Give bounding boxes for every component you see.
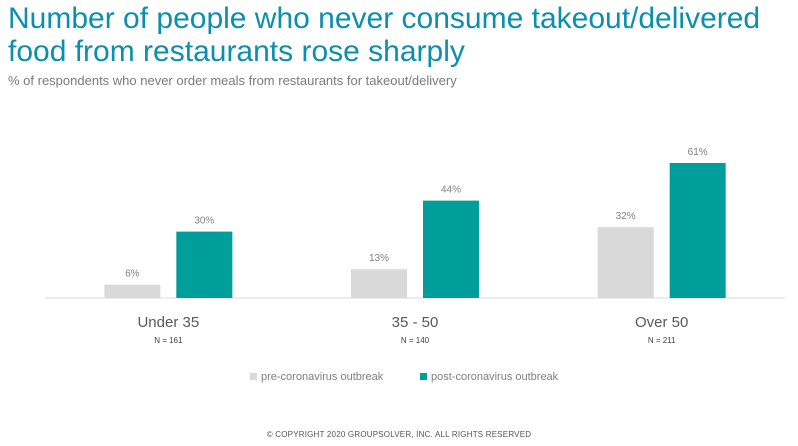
- bar-post-2: [669, 163, 726, 298]
- sample-size-label-0: N = 161: [154, 336, 183, 345]
- data-label-post-1: 44%: [441, 185, 461, 196]
- chart-title: Number of people who never consume takeo…: [8, 2, 761, 68]
- bar-pre-2: [597, 227, 654, 298]
- legend-label-post: post-coronavirus outbreak: [431, 371, 559, 383]
- bar-pre-1: [351, 269, 407, 298]
- data-label-post-2: 61%: [688, 147, 708, 158]
- bar-post-1: [423, 200, 479, 298]
- data-label-pre-0: 6%: [125, 269, 140, 280]
- chart-subtitle: % of respondents who never order meals f…: [8, 73, 457, 88]
- data-label-pre-1: 13%: [369, 253, 389, 264]
- copyright-footer: © COPYRIGHT 2020 GROUPSOLVER, INC. ALL R…: [266, 430, 532, 439]
- category-label-2: Over 50: [635, 314, 688, 331]
- data-label-pre-2: 32%: [616, 211, 636, 222]
- category-label-1: 35 - 50: [392, 314, 439, 331]
- bar-post-0: [176, 231, 233, 298]
- sample-size-label-2: N = 211: [648, 336, 676, 345]
- legend-swatch-pre: [250, 373, 257, 380]
- sample-size-label-1: N = 140: [401, 336, 430, 345]
- bar-pre-0: [104, 284, 161, 298]
- category-label-0: Under 35: [137, 314, 199, 331]
- data-label-post-0: 30%: [194, 216, 214, 227]
- legend-swatch-post: [420, 373, 427, 380]
- legend-label-pre: pre-coronavirus outbreak: [261, 371, 384, 383]
